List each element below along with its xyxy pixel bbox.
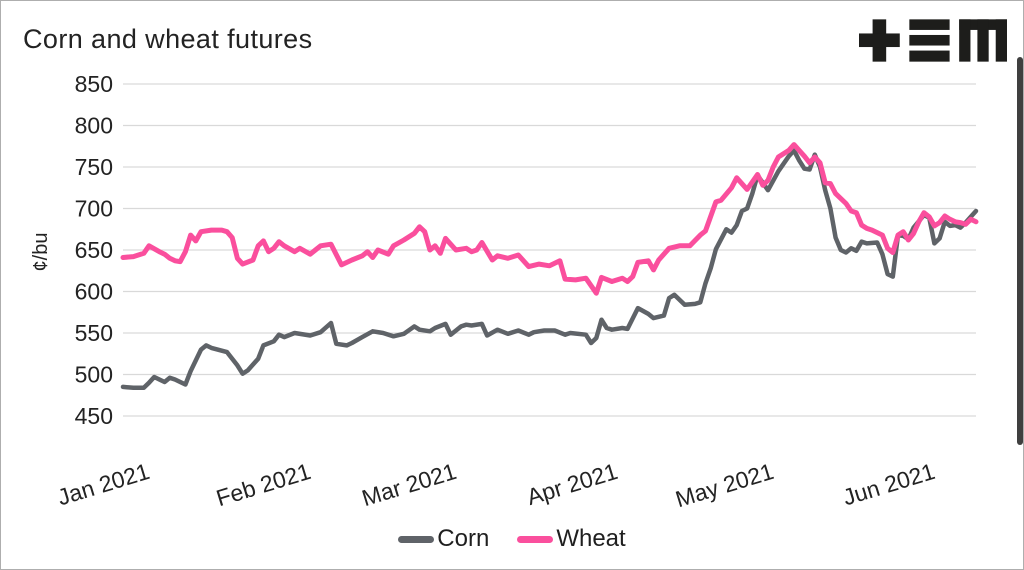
corn-series-line bbox=[120, 148, 979, 391]
y-axis-title: ¢/bu bbox=[30, 233, 52, 272]
y-tick-label: 800 bbox=[75, 113, 113, 139]
x-tick-label: May 2021 bbox=[672, 458, 776, 512]
y-tick-label: 550 bbox=[75, 320, 113, 346]
x-tick-label: Apr 2021 bbox=[524, 458, 621, 510]
x-tick-label: Jun 2021 bbox=[840, 458, 938, 511]
legend-wheat-label: Wheat bbox=[556, 525, 626, 552]
legend-item-corn: Corn bbox=[398, 525, 489, 553]
y-tick-label: 750 bbox=[75, 154, 113, 180]
y-tick-label: 600 bbox=[75, 279, 113, 305]
chart-legend: Corn Wheat bbox=[1, 521, 1023, 557]
letter-m-icon bbox=[959, 19, 1007, 62]
y-tick-label: 850 bbox=[75, 71, 113, 97]
chart-title: Corn and wheat futures bbox=[23, 24, 313, 54]
triple-bar-icon bbox=[909, 19, 950, 62]
y-tick-label: 650 bbox=[75, 237, 113, 263]
wheat-swatch-icon bbox=[517, 535, 554, 543]
y-tick-label: 450 bbox=[75, 403, 113, 429]
tem-logo bbox=[859, 19, 1007, 62]
corn-swatch-icon bbox=[398, 535, 435, 543]
legend-item-wheat: Wheat bbox=[517, 525, 626, 553]
x-tick-label: Feb 2021 bbox=[213, 458, 314, 511]
y-tick-label: 500 bbox=[75, 362, 113, 388]
y-tick-label: 700 bbox=[75, 196, 113, 222]
wheat-series-line bbox=[120, 142, 979, 296]
scrollbar-thumb[interactable] bbox=[1017, 57, 1023, 445]
x-tick-label: Jan 2021 bbox=[54, 458, 152, 511]
x-tick-label: Mar 2021 bbox=[359, 458, 460, 511]
legend-corn-label: Corn bbox=[437, 525, 490, 552]
plus-icon bbox=[859, 19, 900, 62]
